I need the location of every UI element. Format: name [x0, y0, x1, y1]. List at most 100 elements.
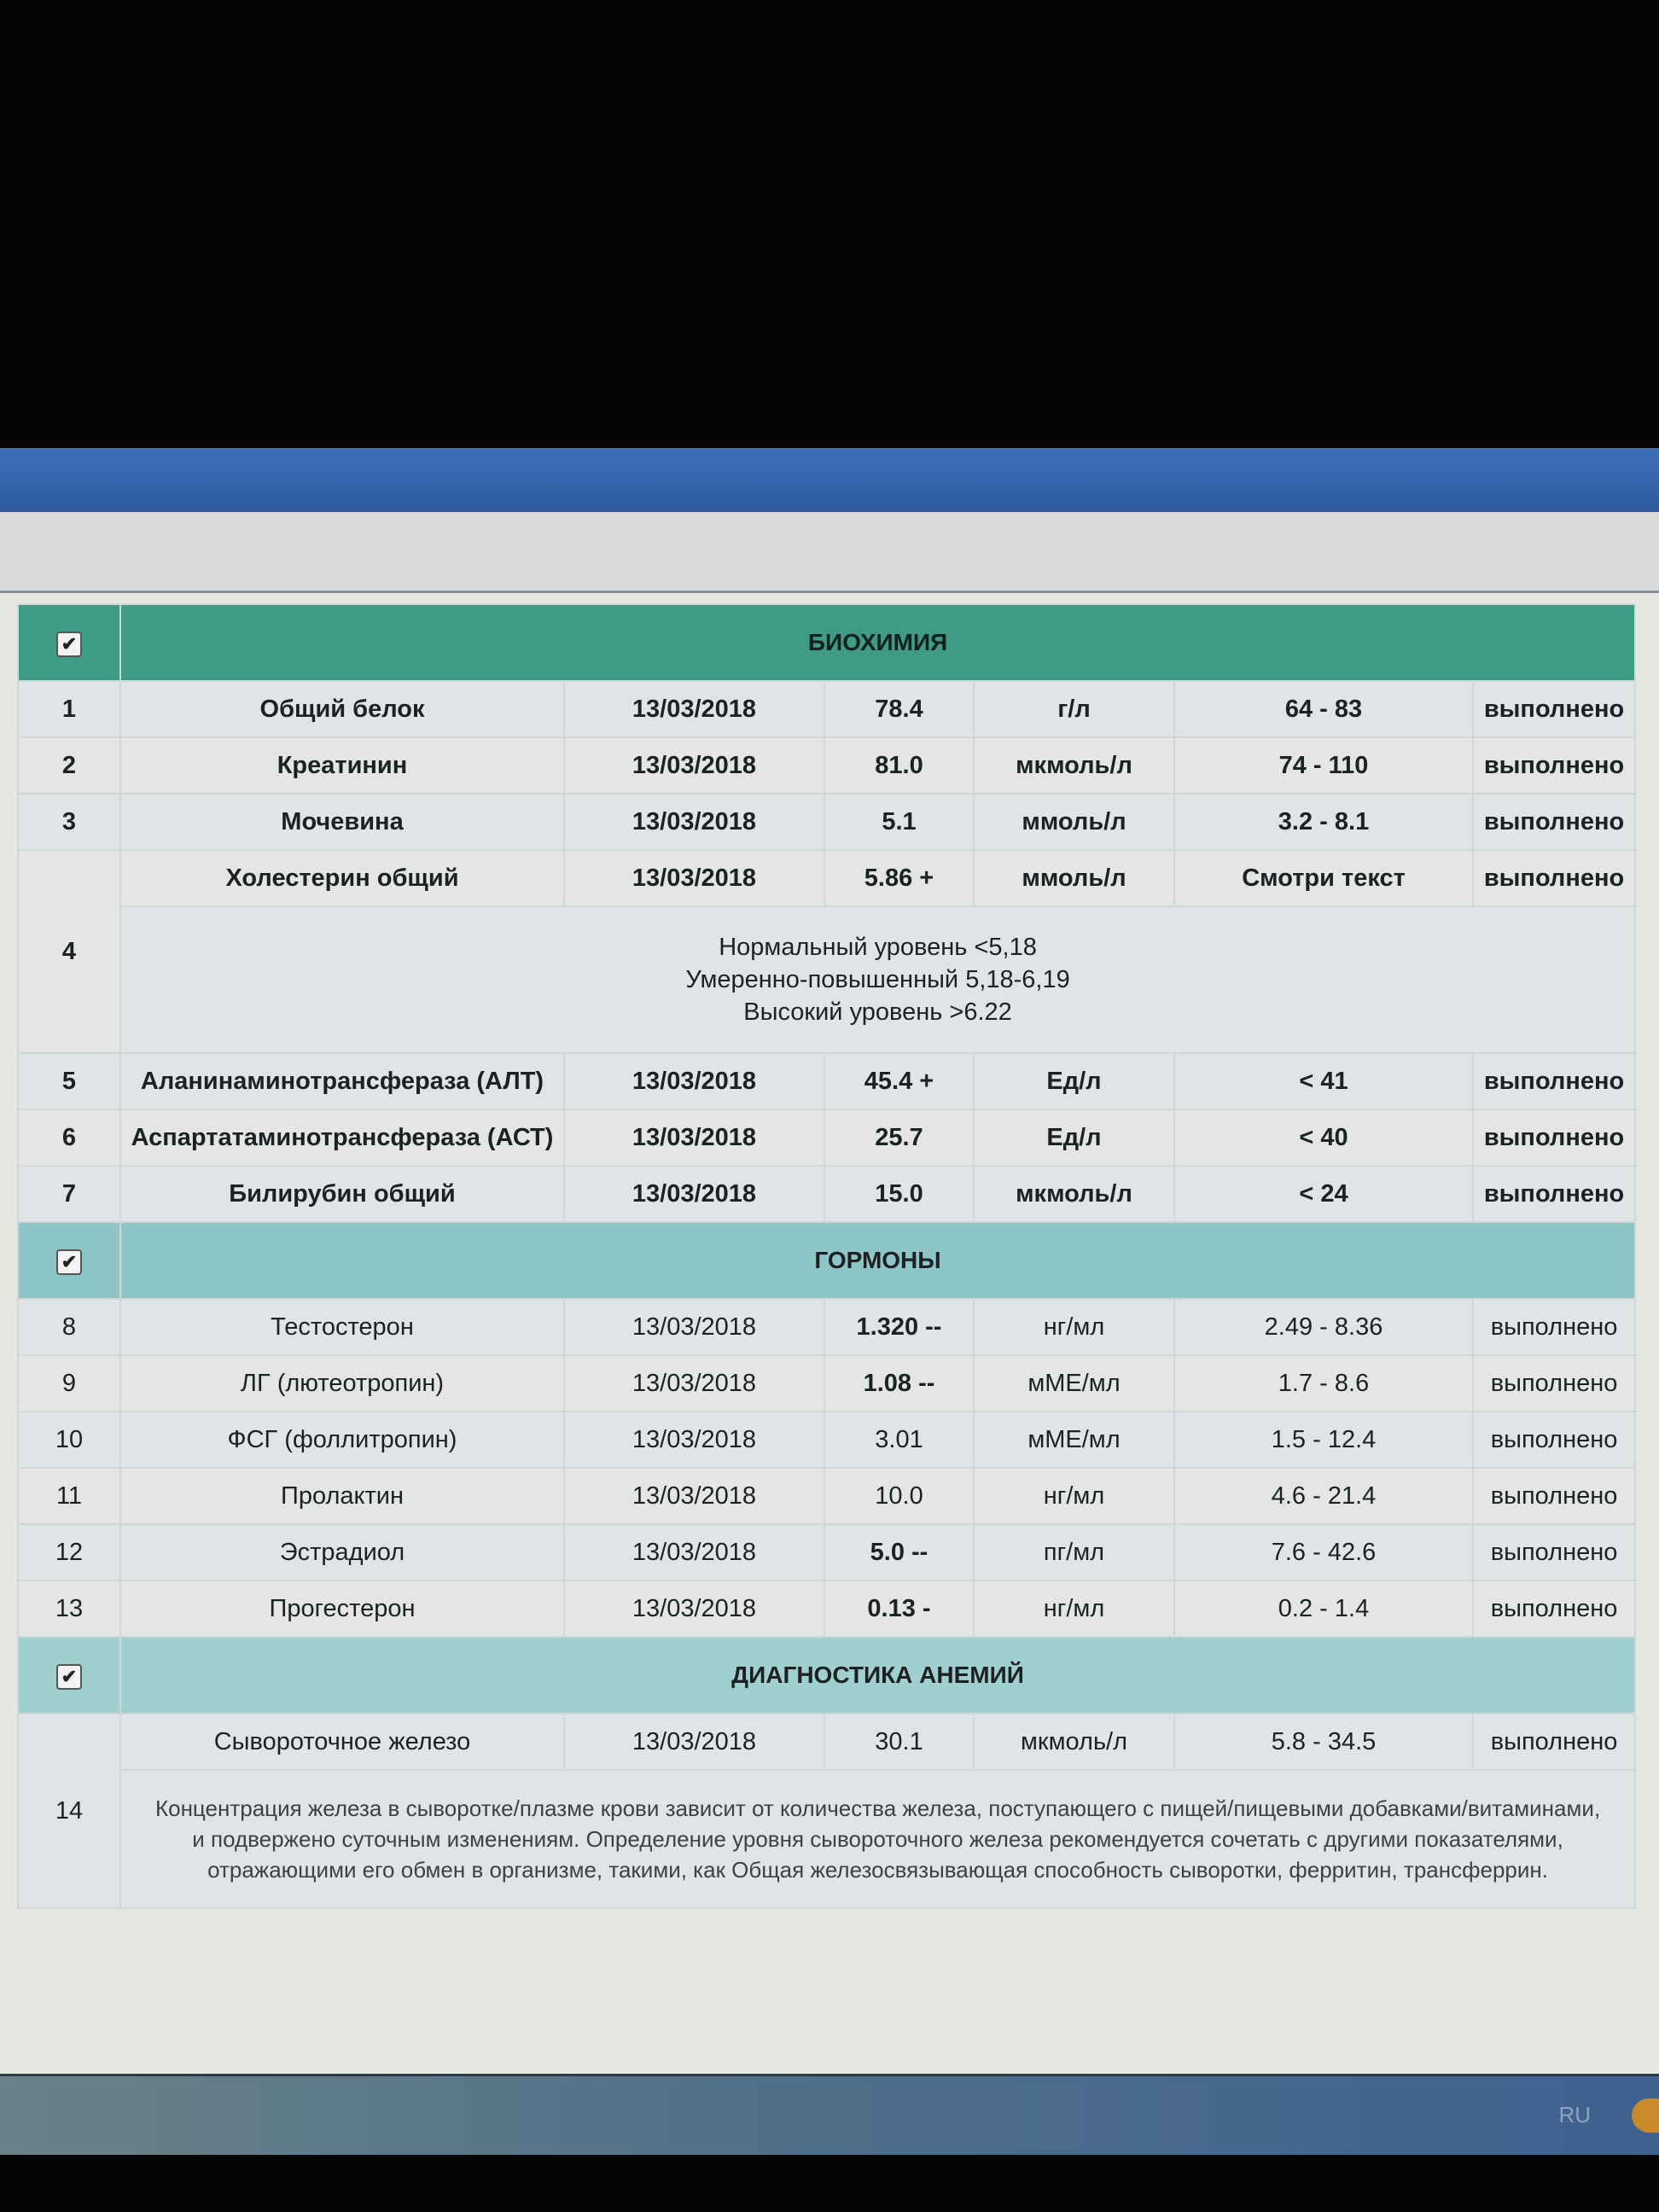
- cell-value: 3.01: [824, 1411, 975, 1469]
- cell-value: 15.0: [824, 1165, 975, 1223]
- checkmark-icon[interactable]: ✔: [56, 631, 82, 657]
- cell-name: Креатинин: [119, 736, 565, 795]
- section-checkbox[interactable]: ✔: [17, 1221, 121, 1300]
- comment-row: Нормальный уровень <5,18 Умеренно-повышен…: [18, 905, 1637, 1054]
- cell-unit: ммоль/л: [973, 793, 1175, 851]
- cell-name: Общий белок: [119, 680, 565, 738]
- cell-name: Билирубин общий: [119, 1165, 565, 1223]
- cell-value: 45.4 +: [824, 1052, 975, 1110]
- cell-status: выполнено: [1471, 1580, 1637, 1638]
- table-row: 10 ФСГ (фоллитропин) 13/03/2018 3.01 мМЕ/мл 1…: [17, 1411, 1637, 1469]
- cell-status: выполнено: [1471, 1354, 1637, 1412]
- cell-date: 13/03/2018: [563, 1411, 825, 1469]
- section-checkbox[interactable]: ✔: [17, 1636, 121, 1714]
- cell-name: Мочевина: [119, 793, 565, 851]
- row-number: 12: [17, 1523, 121, 1581]
- cell-unit: мкмоль/л: [973, 736, 1175, 795]
- taskbar: RU: [0, 2074, 1659, 2155]
- cell-date: 13/03/2018: [563, 1298, 825, 1356]
- table-row: 9 ЛГ (лютеотропин) 13/03/2018 1.08 -- мМЕ/мл…: [17, 1354, 1637, 1412]
- row-number: 14: [17, 1713, 121, 1909]
- cell-status: выполнено: [1471, 680, 1637, 738]
- checkmark-icon[interactable]: ✔: [56, 1663, 82, 1690]
- table-row: 7 Билирубин общий 13/03/2018 15.0 мкмоль/л < …: [17, 1165, 1637, 1223]
- table-row: 2 Креатинин 13/03/2018 81.0 мкмоль/л 74 - 110…: [17, 736, 1637, 795]
- checkmark-icon[interactable]: ✔: [56, 1249, 82, 1275]
- cell-unit: нг/мл: [973, 1298, 1175, 1356]
- row-number: 11: [17, 1467, 121, 1525]
- results-table: ✔ БИОХИМИЯ 1 Общий белок 13/03/2018 78.4 г/л 64…: [17, 603, 1637, 1909]
- cell-ref: 2.49 - 8.36: [1173, 1298, 1474, 1356]
- comment-text: Концентрация железа в сыворотке/плазме к…: [119, 1769, 1637, 1909]
- section-header: ✔ БИОХИМИЯ: [17, 603, 1637, 682]
- cell-date: 13/03/2018: [563, 1467, 825, 1525]
- cell-unit: нг/мл: [973, 1580, 1175, 1638]
- cell-unit: мМЕ/мл: [973, 1354, 1175, 1412]
- section-checkbox[interactable]: ✔: [17, 603, 121, 682]
- cell-name: Эстрадиол: [119, 1523, 565, 1581]
- cell-ref: 74 - 110: [1173, 736, 1474, 795]
- cell-name: Холестерин общий: [119, 849, 565, 907]
- cell-date: 13/03/2018: [563, 736, 825, 795]
- row-number: 5: [17, 1052, 121, 1110]
- comment-line: Высокий уровень >6.22: [743, 998, 1012, 1026]
- language-indicator[interactable]: RU: [1558, 2102, 1591, 2128]
- cell-ref: 0.2 - 1.4: [1173, 1580, 1474, 1638]
- cell-date: 13/03/2018: [563, 1523, 825, 1581]
- cell-date: 13/03/2018: [563, 1713, 825, 1771]
- section-title: ГОРМОНЫ: [119, 1221, 1637, 1300]
- cell-status: выполнено: [1471, 1523, 1637, 1581]
- cell-status: выполнено: [1471, 793, 1637, 851]
- cell-status: выполнено: [1471, 1411, 1637, 1469]
- table-row: 1 Общий белок 13/03/2018 78.4 г/л 64 - 83 выпо…: [17, 680, 1637, 738]
- cell-value: 30.1: [824, 1713, 975, 1771]
- toolbar: [0, 512, 1659, 593]
- cell-value: 25.7: [824, 1109, 975, 1167]
- cell-value: 5.86 +: [824, 849, 975, 907]
- cell-status: выполнено: [1471, 1298, 1637, 1356]
- cell-value: 78.4: [824, 680, 975, 738]
- cell-date: 13/03/2018: [563, 680, 825, 738]
- table-row: 14 Сывороточное железо 13/03/2018 30.1 мкмол…: [17, 1713, 1637, 1909]
- cell-value: 5.1: [824, 793, 975, 851]
- cell-value: 5.0 --: [824, 1523, 975, 1581]
- cell-ref: 5.8 - 34.5: [1173, 1713, 1474, 1771]
- table-row: 4 Холестерин общий 13/03/2018 5.86 + ммоль/л…: [17, 849, 1637, 1054]
- cell-unit: Ед/л: [973, 1052, 1175, 1110]
- table-row: 11 Пролактин 13/03/2018 10.0 нг/мл 4.6 - 21.4…: [17, 1467, 1637, 1525]
- section-header: ✔ ГОРМОНЫ: [17, 1221, 1637, 1300]
- cell-ref: 1.5 - 12.4: [1173, 1411, 1474, 1469]
- cell-ref: 3.2 - 8.1: [1173, 793, 1474, 851]
- cell-ref: < 41: [1173, 1052, 1474, 1110]
- table-row: 12 Эстрадиол 13/03/2018 5.0 -- пг/мл 7.6 - 42…: [17, 1523, 1637, 1581]
- cell-date: 13/03/2018: [563, 1580, 825, 1638]
- cell-ref: 64 - 83: [1173, 680, 1474, 738]
- cell-date: 13/03/2018: [563, 1109, 825, 1167]
- row-number: 9: [17, 1354, 121, 1412]
- cell-unit: Ед/л: [973, 1109, 1175, 1167]
- cell-name: ЛГ (лютеотропин): [119, 1354, 565, 1412]
- cell-status: выполнено: [1471, 849, 1637, 907]
- section-title: БИОХИМИЯ: [119, 603, 1637, 682]
- row-number: 8: [17, 1298, 121, 1356]
- cell-name: Сывороточное железо: [119, 1713, 565, 1771]
- table-row: 13 Прогестерон 13/03/2018 0.13 - нг/мл 0.2 - …: [17, 1580, 1637, 1638]
- table-row: 8 Тестостерон 13/03/2018 1.320 -- нг/мл 2.49 …: [17, 1298, 1637, 1356]
- row-number: 3: [17, 793, 121, 851]
- tray-icon[interactable]: [1632, 2098, 1659, 2133]
- cell-unit: пг/мл: [973, 1523, 1175, 1581]
- cell-value: 1.08 --: [824, 1354, 975, 1412]
- cell-status: выполнено: [1471, 1165, 1637, 1223]
- cell-name: Аспартатаминотрансфераза (АСТ): [119, 1109, 565, 1167]
- cell-date: 13/03/2018: [563, 1052, 825, 1110]
- cell-name: ФСГ (фоллитропин): [119, 1411, 565, 1469]
- cell-value: 10.0: [824, 1467, 975, 1525]
- cell-date: 13/03/2018: [563, 1354, 825, 1412]
- cell-status: выполнено: [1471, 1713, 1637, 1771]
- cell-value: 1.320 --: [824, 1298, 975, 1356]
- cell-status: выполнено: [1471, 1052, 1637, 1110]
- cell-ref: < 24: [1173, 1165, 1474, 1223]
- row-number: 2: [17, 736, 121, 795]
- window-titlebar: [0, 448, 1659, 512]
- cell-value: 0.13 -: [824, 1580, 975, 1638]
